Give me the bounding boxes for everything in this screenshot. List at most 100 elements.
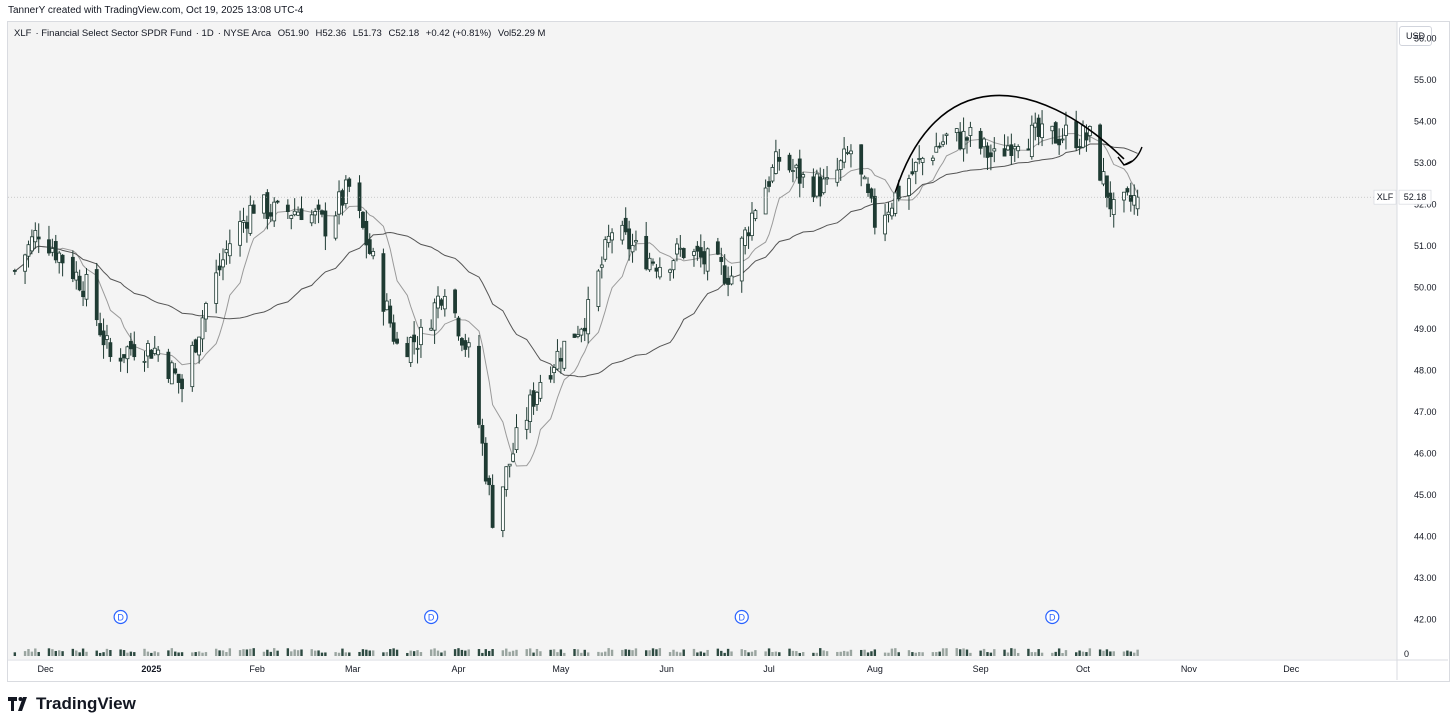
volume-bar xyxy=(129,651,133,656)
candle-body xyxy=(12,270,17,272)
volume-bar xyxy=(604,651,607,656)
volume-bar xyxy=(167,650,170,656)
symbol-legend[interactable]: XLF · Financial Select Sector SPDR Fund · … xyxy=(14,28,546,39)
volume-bar xyxy=(846,651,849,656)
volume-bar xyxy=(491,649,494,656)
candle-body xyxy=(26,244,31,257)
candle-body xyxy=(176,373,181,383)
y-tick-label: 49.00 xyxy=(1414,324,1437,334)
volume-bar xyxy=(501,650,505,656)
legend-change: +0.42 (+0.81%) xyxy=(425,28,492,39)
volume-bar xyxy=(798,652,801,656)
legend-symbol: XLF xyxy=(14,28,32,39)
volume-bar xyxy=(788,648,791,656)
candle-body xyxy=(763,187,768,215)
volume-bar xyxy=(778,652,781,656)
volume-bar xyxy=(723,652,726,656)
candle-body xyxy=(53,241,58,261)
candle-body xyxy=(811,176,816,198)
candle-body xyxy=(988,152,993,158)
volume-bar xyxy=(791,650,795,656)
volume-bar xyxy=(385,652,389,656)
candle-body xyxy=(596,270,601,307)
volume-bar xyxy=(436,650,440,656)
candle-body xyxy=(917,158,922,160)
chart-credit: TannerY created with TradingView.com, Oc… xyxy=(8,5,304,16)
brand-name: TradingView xyxy=(36,694,136,713)
x-tick-label: Apr xyxy=(451,664,465,674)
volume-bar xyxy=(433,648,436,656)
candle-body xyxy=(1077,146,1082,148)
candle-body xyxy=(603,239,608,260)
volume-axis-label: 0 xyxy=(1404,649,1409,659)
candle-body xyxy=(678,247,683,250)
x-tick-label: Jun xyxy=(659,664,674,674)
candle-body xyxy=(1016,146,1021,152)
candle-body xyxy=(702,251,707,265)
volume-bar xyxy=(225,651,228,656)
volume-bar xyxy=(945,648,948,656)
currency-button[interactable]: USD xyxy=(1399,26,1432,46)
candle-body xyxy=(108,342,113,358)
volume-bar xyxy=(644,650,648,656)
volume-bar xyxy=(361,649,365,656)
volume-bar xyxy=(1109,651,1112,656)
candle-body xyxy=(675,243,679,255)
volume-bar xyxy=(764,651,767,656)
volume-bar xyxy=(204,652,208,656)
candle-body xyxy=(930,157,935,161)
candle-body xyxy=(419,326,423,346)
volume-bar xyxy=(105,648,109,656)
volume-bar xyxy=(392,648,395,656)
candle-body xyxy=(767,181,771,187)
volume-bar xyxy=(245,649,249,656)
volume-bar xyxy=(358,651,361,656)
candle-body xyxy=(961,130,966,150)
candle-body xyxy=(753,210,758,220)
candle-body xyxy=(408,337,413,363)
volume-bar xyxy=(252,648,255,656)
candle-body xyxy=(169,362,174,385)
candle-body xyxy=(920,157,925,163)
price-badge-value: 52.18 xyxy=(1404,192,1427,202)
plot-area[interactable] xyxy=(8,22,1397,659)
volume-bar xyxy=(958,649,962,656)
candle-body xyxy=(572,333,577,338)
volume-bar xyxy=(716,648,720,656)
candle-body xyxy=(337,191,341,215)
candle-body xyxy=(316,204,321,210)
candle-body xyxy=(299,208,304,221)
volume-bar xyxy=(747,652,750,656)
volume-bar xyxy=(310,649,313,656)
candle-body xyxy=(456,317,461,337)
volume-bar xyxy=(272,648,276,656)
volume-bar xyxy=(819,648,822,656)
candle-body xyxy=(937,145,942,148)
candle-body xyxy=(504,466,509,490)
volume-bar xyxy=(133,652,136,656)
candle-body xyxy=(1002,148,1007,157)
volume-bar xyxy=(1010,648,1013,656)
candle-body xyxy=(29,236,34,252)
candle-body xyxy=(869,188,874,199)
candle-body xyxy=(1064,124,1068,136)
candle-body xyxy=(1060,138,1065,141)
volume-bar xyxy=(897,652,900,656)
volume-bar xyxy=(634,648,638,656)
candle-body xyxy=(968,126,973,136)
volume-bar xyxy=(37,652,40,656)
candle-body xyxy=(483,442,488,482)
volume-bar xyxy=(348,652,351,656)
volume-bar xyxy=(801,652,805,656)
candle-body xyxy=(333,215,338,239)
volume-bar xyxy=(1081,651,1085,656)
candle-body xyxy=(668,269,672,273)
candle-body xyxy=(941,141,946,145)
candle-body xyxy=(1101,171,1106,185)
candle-body xyxy=(1050,125,1055,132)
candle-body xyxy=(60,254,65,264)
volume-bar xyxy=(740,649,743,656)
volume-bar xyxy=(918,651,921,656)
candle-body xyxy=(586,299,591,335)
